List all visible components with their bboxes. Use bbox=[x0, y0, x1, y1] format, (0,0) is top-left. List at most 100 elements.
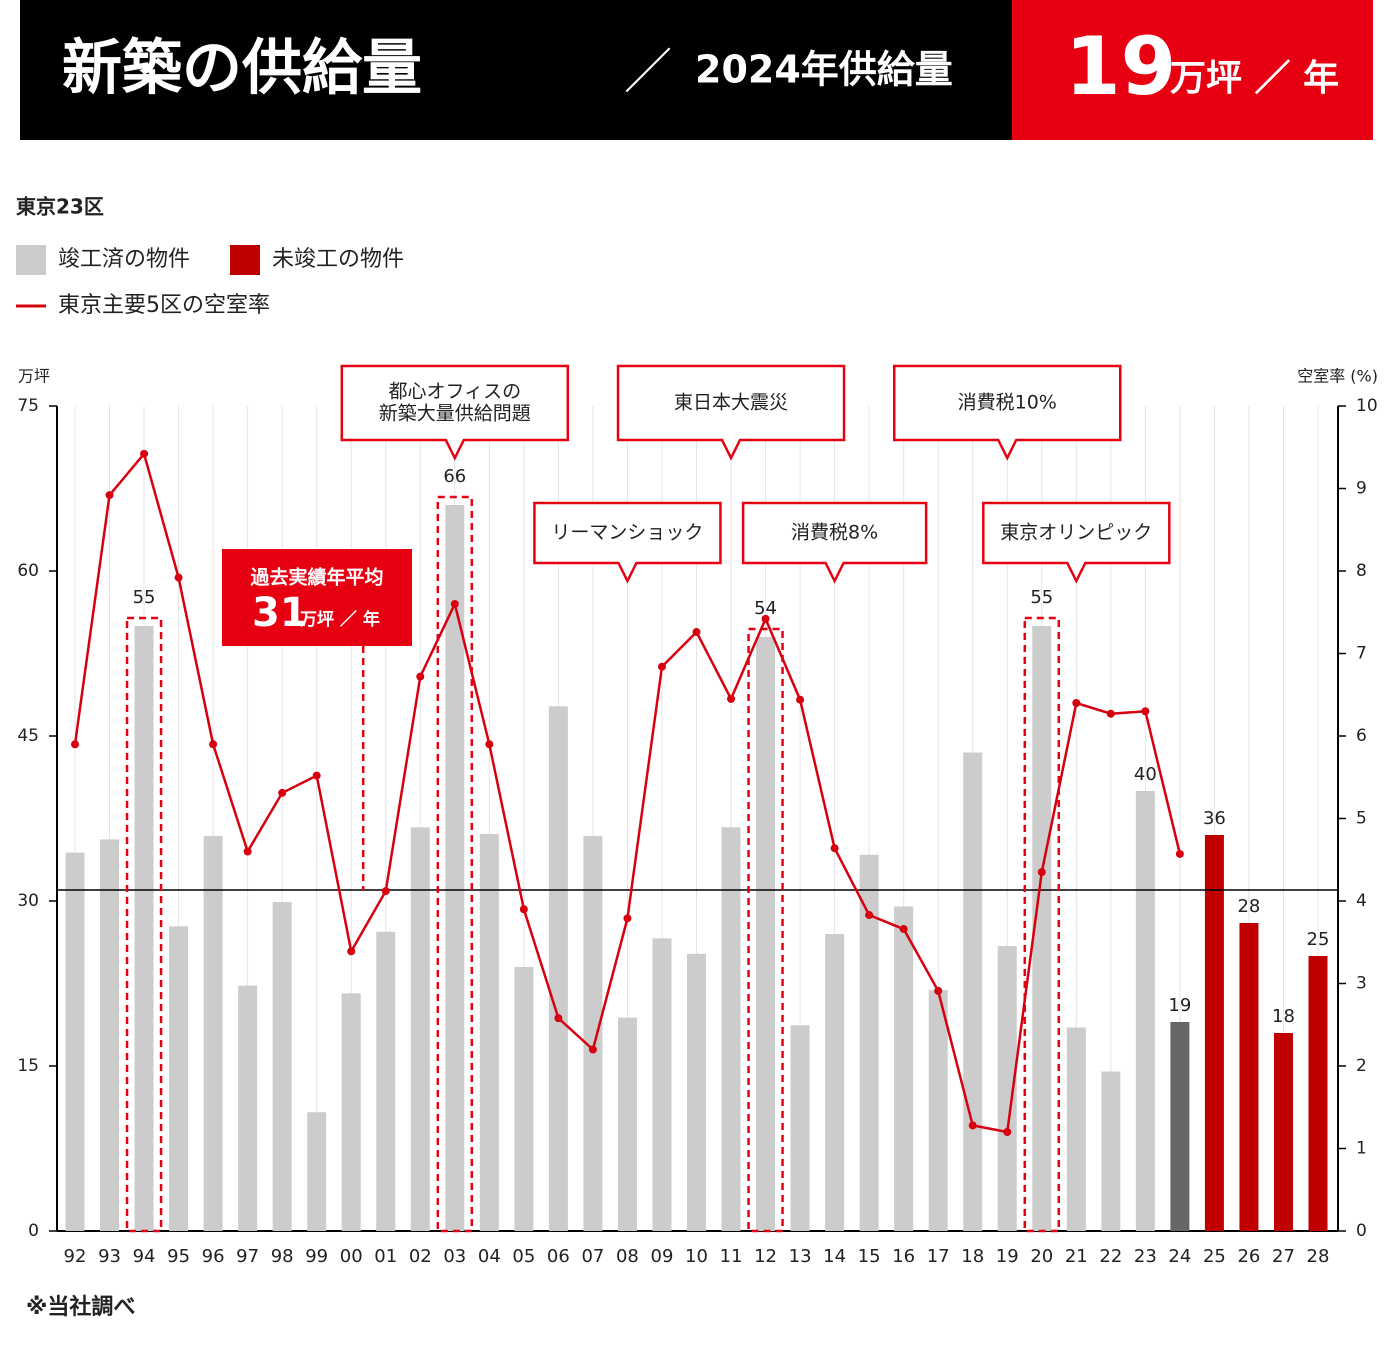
bar bbox=[1135, 791, 1155, 1231]
y2-tick-label: 9 bbox=[1356, 479, 1367, 499]
slash: ／ bbox=[624, 44, 672, 100]
y2-tick-label: 5 bbox=[1356, 809, 1367, 829]
bar bbox=[928, 990, 948, 1231]
y2-tick-label: 10 bbox=[1356, 396, 1378, 416]
line-point bbox=[278, 788, 287, 797]
bar bbox=[479, 833, 499, 1231]
y-axis-label: 万坪 bbox=[18, 367, 50, 386]
line-point bbox=[692, 628, 701, 637]
y2-tick-label: 8 bbox=[1356, 561, 1367, 581]
line-point bbox=[105, 491, 114, 500]
bar bbox=[203, 836, 223, 1231]
value-label: 55 bbox=[1030, 587, 1053, 608]
legend-label: 未竣工の物件 bbox=[272, 247, 404, 272]
line-point bbox=[312, 771, 321, 780]
x-tick-label: 01 bbox=[374, 1246, 397, 1267]
line-point bbox=[830, 844, 839, 853]
header-value: 19 bbox=[1065, 20, 1176, 113]
x-tick-label: 03 bbox=[443, 1246, 466, 1267]
x-tick-label: 20 bbox=[1030, 1246, 1053, 1267]
line-point bbox=[485, 740, 494, 749]
line-point bbox=[381, 887, 390, 896]
average-value: 31 bbox=[252, 590, 308, 636]
y-tick-label: 15 bbox=[17, 1056, 39, 1076]
x-tick-label: 21 bbox=[1065, 1246, 1088, 1267]
line-point bbox=[140, 449, 149, 458]
line-point bbox=[968, 1121, 977, 1130]
x-tick-label: 16 bbox=[892, 1246, 915, 1267]
line-point bbox=[623, 914, 632, 923]
line-point bbox=[934, 986, 943, 995]
callout-box bbox=[616, 364, 846, 461]
callout-box bbox=[982, 501, 1171, 584]
bar bbox=[1273, 1033, 1293, 1231]
legend-label: 東京主要5区の空室率 bbox=[58, 293, 270, 318]
bar bbox=[238, 985, 258, 1231]
bar bbox=[341, 993, 361, 1231]
bar bbox=[1170, 1022, 1190, 1231]
average-unit: 万坪 ／ 年 bbox=[299, 609, 380, 630]
line-point bbox=[554, 1014, 563, 1023]
line-point bbox=[588, 1045, 597, 1054]
x-tick-label: 14 bbox=[823, 1246, 846, 1267]
callout-text: 消費税8% bbox=[791, 522, 878, 544]
line-point bbox=[899, 925, 908, 934]
dashed-highlight bbox=[1023, 616, 1061, 1233]
line-point bbox=[1141, 707, 1150, 716]
value-label: 55 bbox=[133, 587, 156, 608]
callout-box bbox=[893, 364, 1122, 461]
bar bbox=[583, 836, 603, 1231]
callout-text: 東京オリンピック bbox=[1000, 522, 1152, 544]
line-point bbox=[450, 600, 459, 608]
line-point bbox=[243, 847, 252, 856]
line-point bbox=[1037, 868, 1046, 877]
dashed-highlight bbox=[125, 616, 163, 1233]
y-tick-label: 60 bbox=[17, 561, 39, 581]
callout-text: 新築大量供給問題 bbox=[379, 403, 531, 425]
x-tick-label: 25 bbox=[1203, 1246, 1226, 1267]
x-tick-label: 22 bbox=[1099, 1246, 1122, 1267]
value-label: 19 bbox=[1168, 995, 1191, 1016]
line-point bbox=[347, 947, 356, 956]
line-point bbox=[1072, 699, 1081, 707]
x-tick-label: 95 bbox=[167, 1246, 190, 1267]
bar bbox=[1308, 956, 1328, 1231]
x-tick-label: 92 bbox=[64, 1246, 87, 1267]
x-tick-label: 04 bbox=[478, 1246, 501, 1267]
line-point bbox=[865, 911, 874, 920]
bar bbox=[1204, 835, 1224, 1231]
value-label: 28 bbox=[1237, 896, 1260, 917]
bar bbox=[100, 839, 120, 1231]
x-tick-label: 19 bbox=[996, 1246, 1019, 1267]
x-tick-label: 06 bbox=[547, 1246, 570, 1267]
legend-swatch bbox=[230, 245, 260, 275]
header-unit: 万坪 ／ 年 bbox=[1170, 58, 1339, 99]
bar bbox=[1101, 1071, 1121, 1231]
y-tick-label: 75 bbox=[17, 396, 39, 416]
x-tick-label: 05 bbox=[512, 1246, 535, 1267]
y-tick-label: 0 bbox=[28, 1221, 39, 1241]
line-point bbox=[519, 905, 528, 914]
bar bbox=[376, 931, 396, 1231]
callout-box bbox=[741, 501, 928, 584]
callout-box bbox=[533, 501, 722, 584]
bar bbox=[1032, 626, 1052, 1231]
x-tick-label: 09 bbox=[651, 1246, 674, 1267]
bar bbox=[548, 706, 568, 1231]
x-tick-label: 08 bbox=[616, 1246, 639, 1267]
bar bbox=[687, 953, 706, 1231]
bar bbox=[652, 938, 672, 1231]
callout-box bbox=[340, 364, 570, 461]
x-tick-label: 13 bbox=[789, 1246, 812, 1267]
bar bbox=[963, 752, 983, 1231]
x-tick-label: 98 bbox=[271, 1246, 294, 1267]
callout-text: 消費税10% bbox=[958, 392, 1057, 414]
x-tick-label: 17 bbox=[927, 1246, 950, 1267]
x-tick-label: 26 bbox=[1237, 1246, 1260, 1267]
title: 新築の供給量 bbox=[62, 34, 422, 104]
y2-axis-label: 空室率 (%) bbox=[1297, 367, 1378, 386]
dashed-highlight bbox=[436, 495, 474, 1233]
bar bbox=[1066, 1027, 1086, 1231]
line-point bbox=[209, 740, 218, 749]
